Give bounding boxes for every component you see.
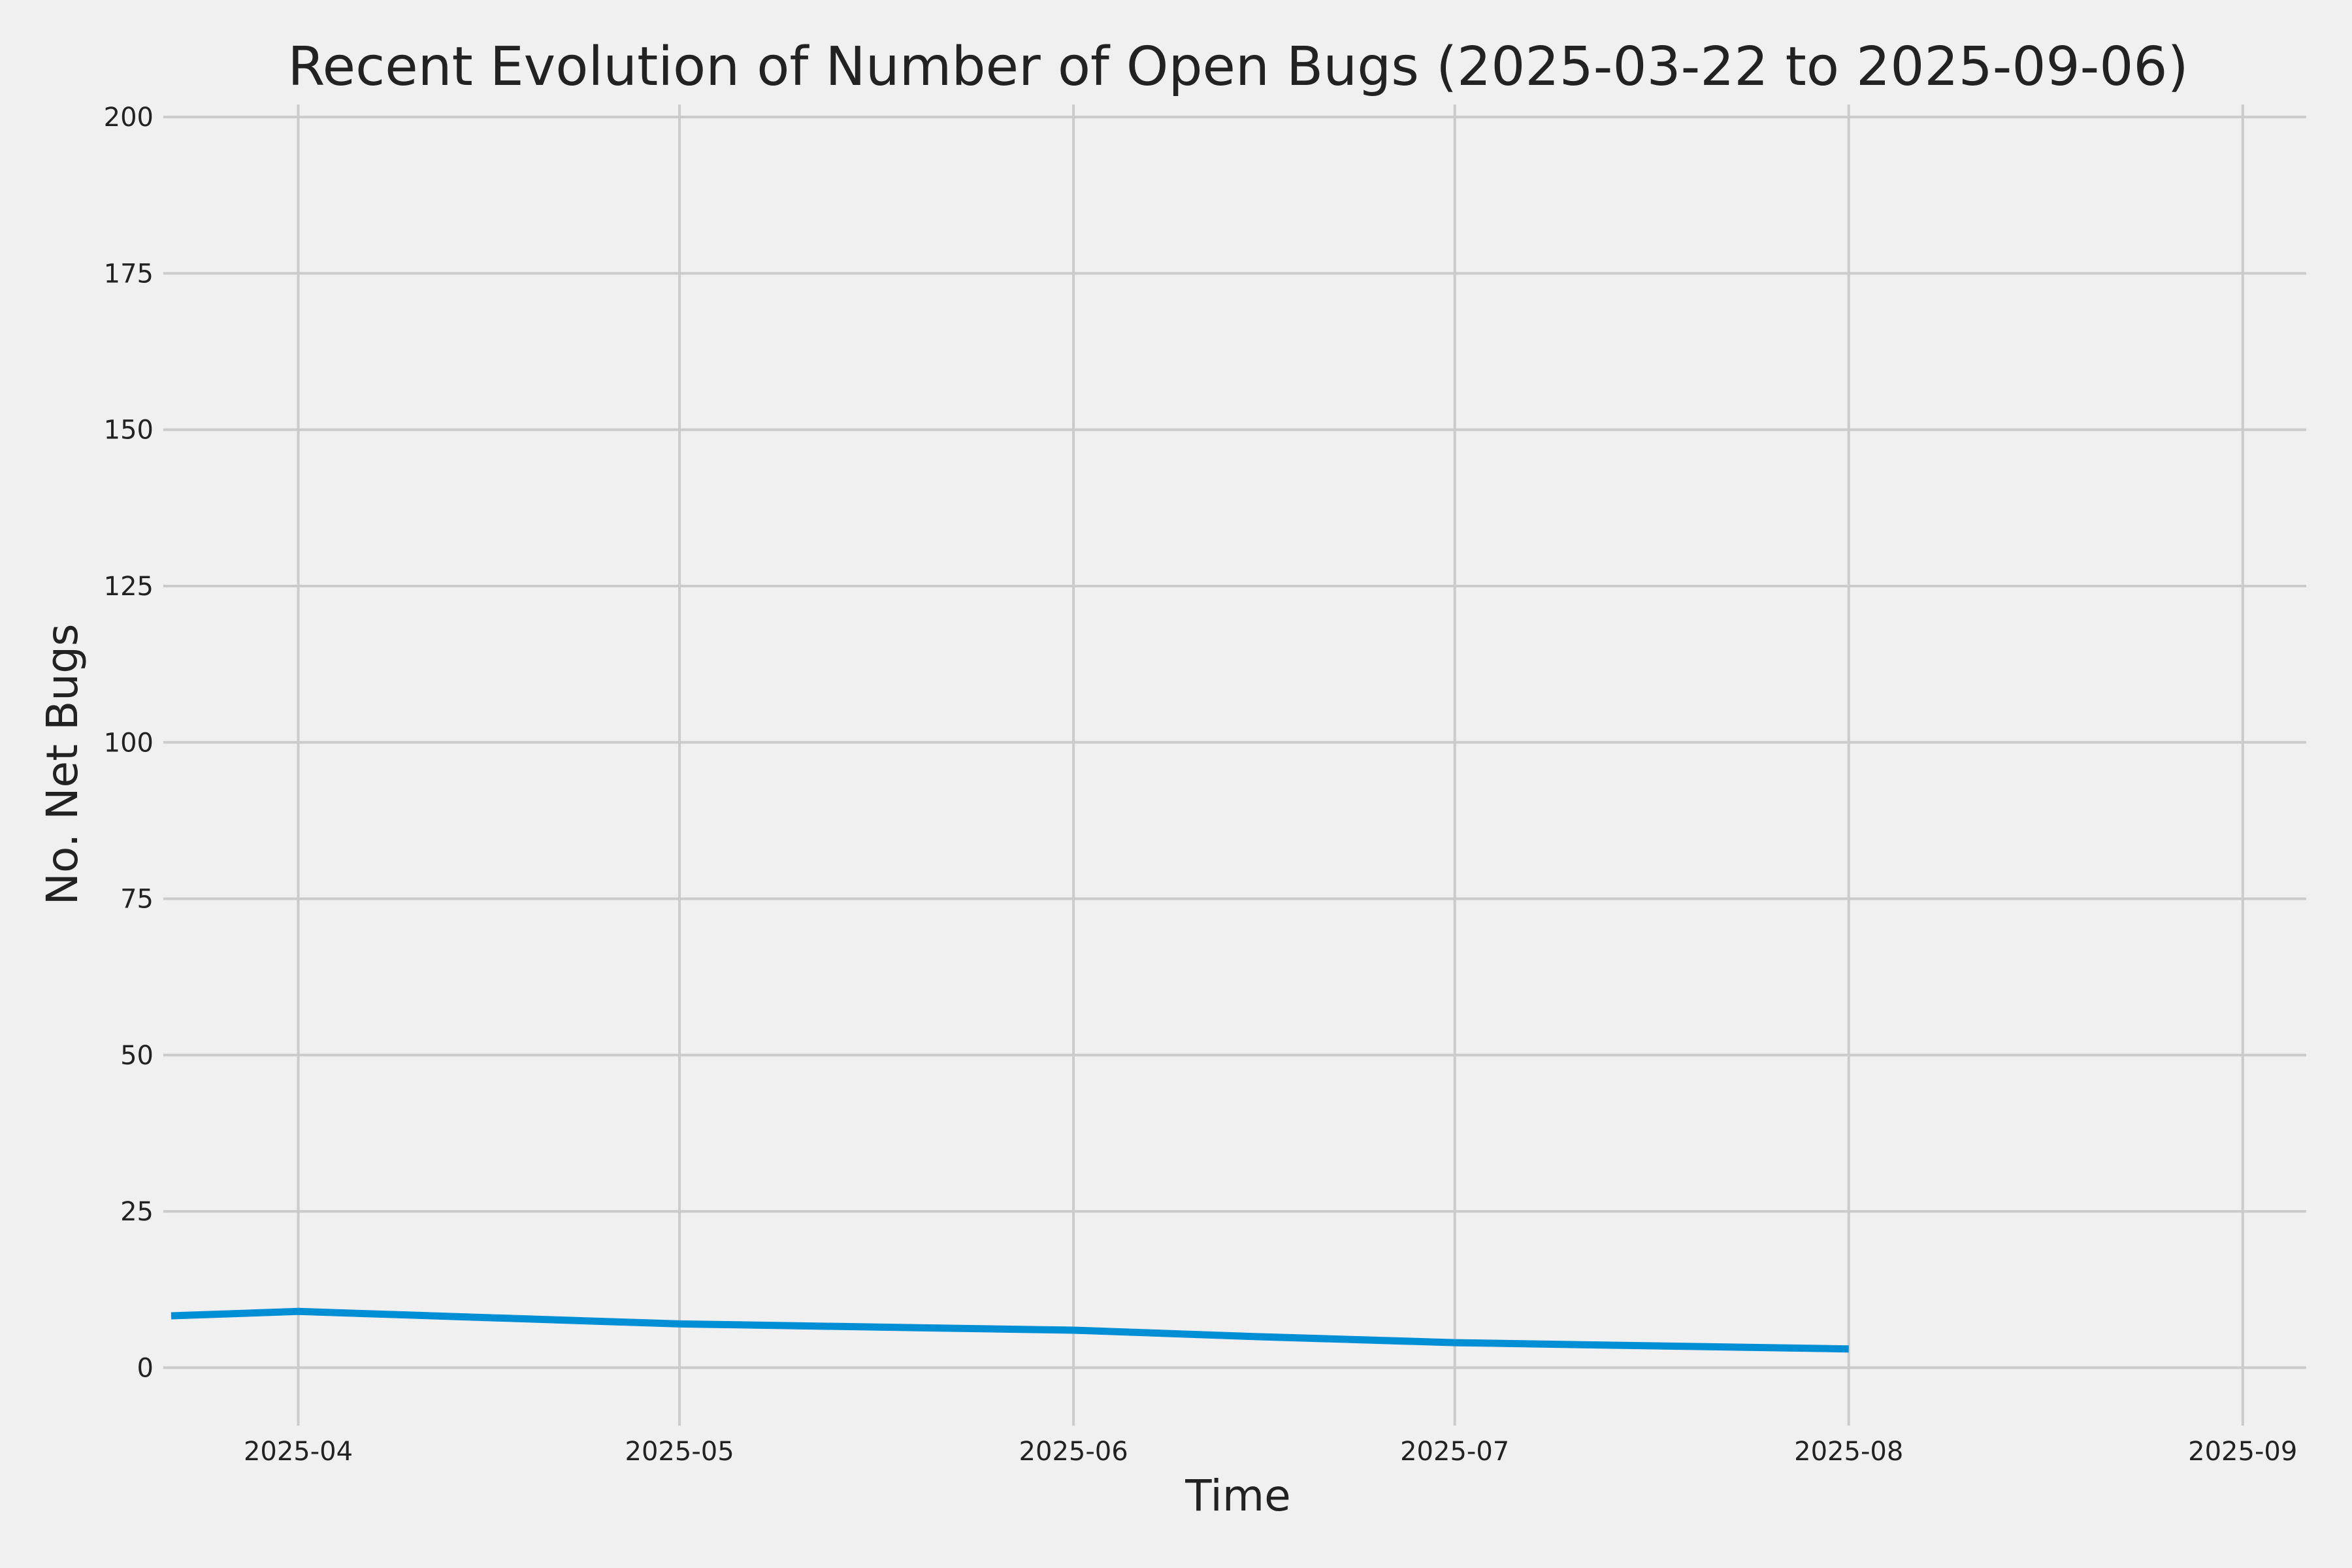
x-tick-labels: 2025-04 2025-05 2025-06 2025-07 2025-08 2025-… (244, 1437, 2297, 1467)
series-line (171, 1307, 1849, 1353)
y-gridlines (163, 116, 2306, 1369)
y-tick-label: 75 (120, 885, 154, 915)
y-tick-label: 125 (104, 572, 154, 602)
y-axis-label: No. Net Bugs (37, 624, 88, 906)
x-tick-label: 2025-08 (1794, 1437, 1903, 1467)
x-tick-label: 2025-09 (2188, 1437, 2297, 1467)
y-tick-label: 175 (104, 259, 154, 289)
x-tick-label: 2025-04 (244, 1437, 353, 1467)
x-tick-label: 2025-07 (1400, 1437, 1509, 1467)
x-tick-label: 2025-05 (625, 1437, 734, 1467)
y-tick-label: 200 (104, 103, 154, 133)
y-tick-label: 150 (104, 416, 154, 446)
series-group (171, 1307, 1849, 1353)
y-tick-label: 50 (120, 1041, 154, 1071)
chart-title: Recent Evolution of Number of Open Bugs … (287, 36, 2188, 98)
y-tick-label: 0 (137, 1353, 154, 1383)
y-tick-labels: 0 25 50 75 100 125 150 175 200 (104, 103, 154, 1383)
y-tick-label: 100 (104, 728, 154, 758)
x-axis-label: Time (1184, 1471, 1291, 1521)
x-tick-label: 2025-06 (1019, 1437, 1128, 1467)
x-gridlines (297, 105, 2244, 1426)
y-tick-label: 25 (120, 1197, 154, 1227)
